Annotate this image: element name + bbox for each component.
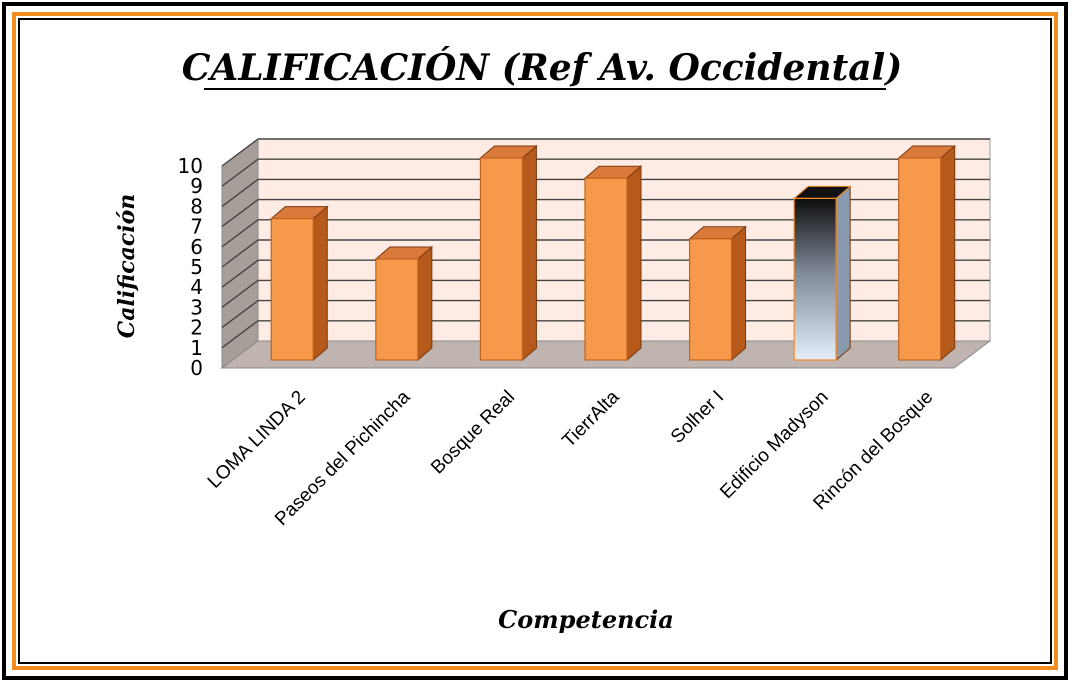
gridline-side [221, 138, 259, 167]
bar [688, 238, 733, 361]
y-tick-label: 9 [190, 174, 203, 198]
y-tick-label: 10 [178, 154, 203, 178]
bar [584, 177, 628, 361]
bar-side [521, 144, 537, 362]
gridline-side [221, 259, 259, 288]
y-tick-label: 3 [190, 295, 203, 319]
frame-orange-border [12, 12, 1058, 670]
bar [898, 157, 942, 361]
gridline-side [221, 320, 259, 349]
x-tick-label: Solher I [667, 387, 728, 448]
bar-side [417, 245, 433, 362]
gridline-side [221, 199, 259, 228]
bar-side [626, 165, 642, 362]
frame-inner-border [18, 18, 1052, 664]
y-tick-label: 4 [190, 275, 203, 299]
bar [270, 218, 314, 361]
gridline-side [221, 239, 259, 268]
x-tick-label: Rincón del Bosque [810, 387, 938, 515]
y-tick-label: 2 [190, 316, 203, 340]
x-tick-label: Bosque Real [427, 387, 519, 479]
y-tick-label: 5 [190, 255, 203, 279]
x-tick-label: TierrAlta [558, 386, 623, 451]
y-tick-label: 8 [190, 194, 203, 218]
x-axis-label: Competencia [498, 605, 674, 634]
bar-side [940, 144, 956, 362]
bar-side [731, 225, 747, 362]
chart-title: CALIFICACIÓN (Ref Av. Occidental) [182, 47, 903, 89]
bar [375, 258, 419, 361]
y-tick-label: 0 [190, 356, 203, 380]
gridline-side [221, 300, 259, 329]
x-tick-label: Edificio Madyson [716, 387, 832, 503]
y-tick-label: 1 [190, 336, 203, 360]
y-axis-label: Calificación [114, 194, 140, 339]
gridline-side [221, 279, 259, 308]
gridline-side [221, 158, 259, 187]
gridline-side [221, 219, 259, 248]
bar-side [312, 205, 328, 362]
y-tick-label: 6 [190, 235, 203, 259]
bar-side [835, 185, 851, 362]
bar [793, 197, 837, 361]
gridline-side [221, 178, 259, 207]
x-tick-label: LOMA LINDA 2 [204, 387, 310, 493]
y-tick-label: 7 [190, 215, 203, 239]
bar [479, 157, 524, 361]
